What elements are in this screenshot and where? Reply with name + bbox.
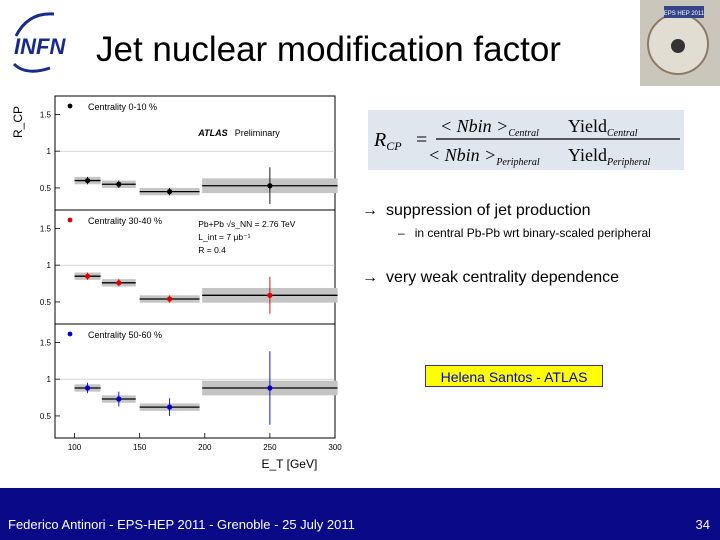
num-yield: Yield	[568, 116, 607, 136]
x-tick-label: 200	[198, 443, 212, 452]
arrow-icon: →	[362, 202, 378, 219]
y-tick-label: 1	[47, 261, 52, 270]
y-tick-label: 0.5	[40, 298, 52, 307]
image-banner	[664, 6, 704, 18]
y-axis-label: R_CP	[11, 106, 25, 138]
x-tick-label: 150	[133, 443, 147, 452]
sub-bullet: – in central Pb-Pb wrt binary-scaled peri…	[398, 226, 651, 240]
dash-icon: –	[398, 226, 405, 240]
collision-label: Pb+Pb √s_NN = 2.76 TeV	[198, 219, 295, 229]
rcp-formula: RCP = < Nbin >Central YieldCentral < Nbi…	[373, 116, 680, 168]
formula-lhs-sub: CP	[386, 139, 402, 153]
legend-marker	[67, 331, 73, 337]
legend-marker	[67, 217, 73, 223]
den-yield-sub: Peripheral	[606, 157, 651, 168]
y-tick-label: 1	[47, 375, 52, 384]
logo-text: INFN	[14, 34, 66, 59]
footer-bar	[0, 488, 720, 540]
y-tick-label: 0.5	[40, 412, 52, 421]
data-point	[167, 404, 173, 410]
y-tick-label: 1.5	[40, 224, 52, 233]
y-tick-label: 1	[47, 147, 52, 156]
num-nbin: < Nbin >	[440, 116, 508, 136]
x-tick-label: 100	[68, 443, 82, 452]
data-point	[84, 177, 91, 184]
bullet-centrality: → very weak centrality dependence	[362, 269, 619, 287]
sub-bullet-text: in central Pb-Pb wrt binary-scaled perip…	[414, 226, 651, 240]
footer-text: Federico Antinori - EPS-HEP 2011 - Greno…	[8, 517, 355, 532]
presenter-label: Helena Santos - ATLAS	[425, 365, 603, 387]
svg-text:< Nbin >Peripheral: < Nbin >Peripheral	[428, 145, 540, 168]
legend-marker	[67, 103, 73, 109]
svg-text:=: =	[416, 129, 427, 151]
y-tick-label: 1.5	[40, 110, 52, 119]
infn-logo: INFN	[12, 12, 66, 73]
data-point	[116, 280, 122, 286]
data-point	[167, 296, 173, 302]
image-core	[671, 39, 685, 53]
bullet-text: very weak centrality dependence	[386, 269, 620, 286]
arrow-icon: →	[362, 269, 378, 286]
preliminary-label: Preliminary	[235, 128, 281, 138]
slide-title: Jet nuclear modification factor	[96, 30, 561, 69]
svg-text:YieldPeripheral: YieldPeripheral	[568, 145, 651, 168]
data-point	[267, 385, 273, 391]
svg-text:< Nbin >Central: < Nbin >Central	[440, 116, 539, 139]
data-point	[84, 273, 91, 279]
formula-lhs: R	[373, 129, 386, 151]
data-point	[116, 396, 122, 402]
legend-label: Centrality 50-60 %	[88, 330, 162, 340]
bullet-text: suppression of jet production	[386, 202, 591, 219]
y-tick-label: 0.5	[40, 184, 52, 193]
logo-swoosh	[14, 12, 55, 37]
svg-text:YieldCentral: YieldCentral	[568, 116, 638, 139]
rcp-chart: 0.5 1 1.5 Centrality 0-10 % 0.5 1 1.5 Centralit…	[11, 95, 342, 471]
x-tick-label: 300	[328, 443, 342, 452]
logo-swoosh-lower	[12, 62, 51, 73]
data-point	[267, 292, 273, 298]
atlas-label: ATLAS	[197, 128, 227, 138]
page-number: 34	[695, 517, 710, 532]
data-point	[84, 385, 91, 391]
rcp-formula-box: RCP = < Nbin >Central YieldCentral < Nbi…	[368, 110, 684, 170]
den-nbin: < Nbin >	[428, 145, 496, 165]
den-nbin-sub: Peripheral	[495, 157, 540, 168]
data-point	[267, 183, 273, 189]
lumi-label: L_int = 7 μb⁻¹	[198, 232, 250, 242]
data-point	[167, 189, 173, 195]
x-tick-label: 250	[263, 443, 277, 452]
y-tick-label: 1.5	[40, 338, 52, 347]
conference-logo-image: EPS HEP 2011	[640, 0, 720, 86]
legend-label: Centrality 0-10 %	[88, 102, 157, 112]
svg-text:RCP: RCP	[373, 129, 402, 153]
bullet-suppression: → suppression of jet production	[362, 202, 591, 220]
num-nbin-sub: Central	[508, 128, 539, 139]
den-yield: Yield	[568, 145, 607, 165]
x-axis-label: E_T [GeV]	[262, 457, 318, 471]
num-yield-sub: Central	[607, 128, 638, 139]
legend-label: Centrality 30-40 %	[88, 216, 162, 226]
data-point	[116, 181, 122, 187]
image-label: EPS HEP 2011	[664, 11, 705, 17]
radius-label: R = 0.4	[198, 245, 226, 255]
